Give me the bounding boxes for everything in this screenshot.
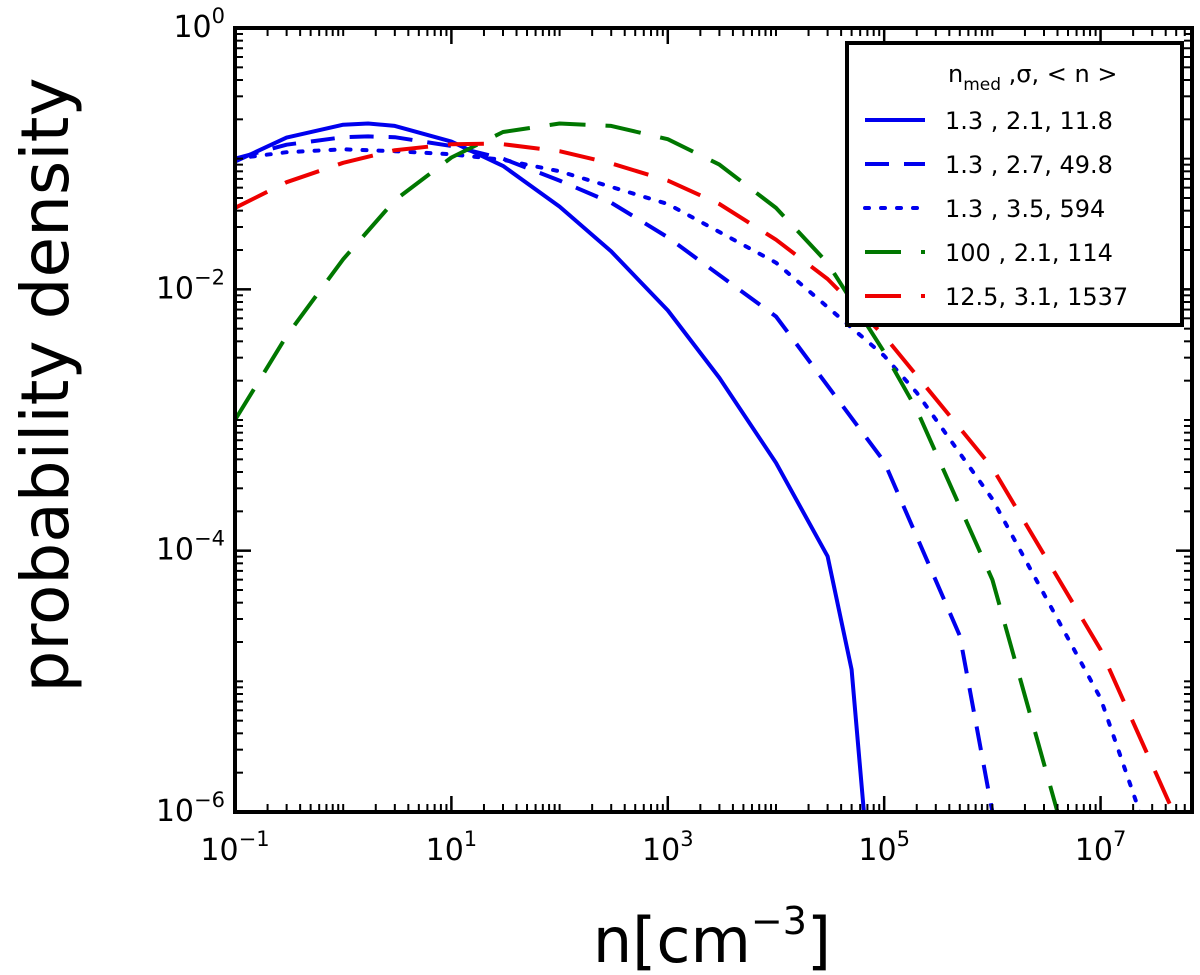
legend-header-rest: ,σ, < n > bbox=[1001, 60, 1117, 88]
x-axis-label-exponent: −3 bbox=[751, 899, 807, 943]
legend-header-sub: med bbox=[963, 75, 1001, 95]
legend-header-n: n bbox=[948, 60, 963, 88]
y-tick-label: 10−2 bbox=[156, 265, 225, 306]
legend-label-3: 1.3 , 3.5, 594 bbox=[945, 195, 1105, 223]
series-line-3 bbox=[235, 147, 1142, 812]
tick-labels: 10−1 101 103 105 107 100 10−2 10−4 10−6 bbox=[156, 4, 1127, 868]
x-tick-label: 10−1 bbox=[200, 827, 269, 868]
x-axis-label: n[cm−3] bbox=[593, 899, 831, 975]
y-tick-label: 10−6 bbox=[156, 788, 225, 829]
y-tick-label: 100 bbox=[173, 4, 225, 45]
x-axis-label-end: ] bbox=[807, 904, 831, 975]
legend-header: nmed ,σ, < n > bbox=[948, 60, 1117, 95]
legend-label-1: 1.3 , 2.1, 11.8 bbox=[945, 107, 1113, 135]
series-lines bbox=[235, 121, 1176, 812]
legend-label-5: 12.5, 3.1, 1537 bbox=[945, 283, 1128, 311]
x-tick-label: 105 bbox=[858, 827, 910, 868]
legend-box bbox=[845, 41, 1184, 327]
legend-label-2: 1.3 , 2.7, 49.8 bbox=[945, 151, 1113, 179]
series-line-1 bbox=[235, 121, 866, 812]
legend: nmed ,σ, < n > 1.3 , 2.1, 11.8 1.3 , 2.7,… bbox=[845, 41, 1184, 327]
x-tick-label: 103 bbox=[642, 827, 694, 868]
legend-label-4: 100 , 2.1, 114 bbox=[945, 239, 1113, 267]
plot-frame bbox=[233, 26, 1194, 814]
y-axis-label: probability density bbox=[7, 77, 84, 692]
x-tick-label: 107 bbox=[1075, 827, 1127, 868]
x-axis-label-main: n[cm bbox=[593, 904, 751, 975]
x-tick-label: 101 bbox=[426, 827, 478, 868]
series-line-4 bbox=[235, 121, 1060, 812]
y-tick-label: 10−4 bbox=[156, 527, 225, 568]
